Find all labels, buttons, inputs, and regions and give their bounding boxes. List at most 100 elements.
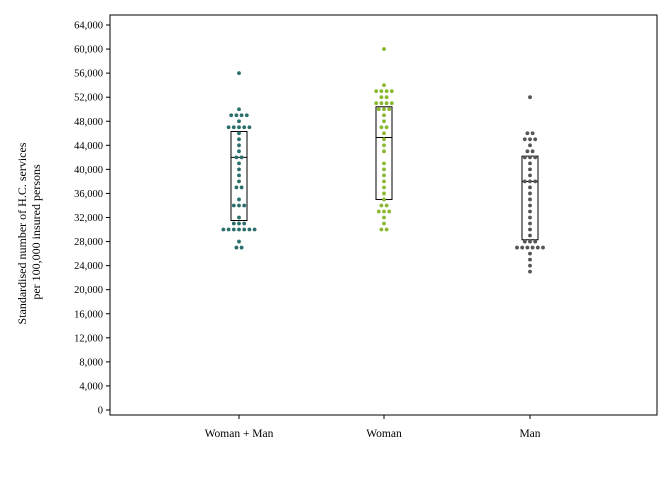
data-point: [379, 227, 384, 232]
data-point: [382, 185, 386, 190]
data-point: [234, 155, 239, 160]
data-point: [382, 137, 386, 142]
data-point: [239, 245, 244, 250]
data-point: [237, 107, 241, 112]
x-category-label: Woman: [366, 428, 402, 440]
y-tick-label: 44,000: [74, 141, 103, 152]
y-axis-title-line-2: per 100,000 insured persons: [29, 164, 43, 300]
data-point: [237, 179, 241, 184]
data-point: [237, 173, 241, 178]
data-point: [237, 71, 241, 76]
data-point: [528, 227, 532, 232]
data-point: [528, 215, 532, 220]
data-point: [541, 245, 545, 250]
data-point: [382, 119, 386, 124]
data-point: [384, 89, 389, 94]
data-point: [528, 179, 532, 184]
data-point: [226, 125, 231, 130]
data-point: [242, 125, 247, 130]
y-tick-label: 24,000: [74, 261, 103, 272]
data-point: [382, 143, 386, 148]
data-point: [379, 89, 384, 94]
data-point: [525, 245, 530, 250]
data-point: [528, 209, 532, 214]
data-point: [382, 173, 386, 178]
data-point: [376, 107, 381, 112]
data-point: [389, 89, 394, 94]
y-tick-label: 60,000: [74, 45, 103, 56]
x-category-label: Man: [519, 428, 540, 440]
data-point: [237, 221, 241, 226]
data-point: [530, 149, 535, 154]
data-point: [374, 101, 379, 106]
data-point: [234, 185, 239, 190]
data-point: [379, 203, 384, 208]
data-point: [528, 185, 532, 190]
data-point: [237, 215, 241, 220]
y-tick-label: 0: [98, 406, 103, 417]
y-tick-label: 48,000: [74, 117, 103, 128]
data-point: [221, 227, 226, 232]
data-point: [231, 221, 236, 226]
data-point: [522, 239, 527, 244]
data-point: [237, 167, 241, 172]
y-tick-label: 40,000: [74, 165, 103, 176]
data-point: [237, 227, 241, 232]
y-axis: 0 4,000 8,000 12,000 16,000 20,000 24,000 28,00…: [74, 21, 110, 417]
data-point: [382, 149, 386, 154]
data-point: [382, 179, 386, 184]
data-point: [522, 137, 527, 142]
data-point: [382, 107, 386, 112]
data-point: [237, 197, 241, 202]
data-point: [237, 131, 241, 136]
data-point: [237, 125, 241, 130]
data-point: [530, 245, 535, 250]
data-point: [231, 203, 236, 208]
data-point: [389, 101, 394, 106]
data-point: [231, 227, 236, 232]
data-point: [533, 137, 538, 142]
y-tick-label: 32,000: [74, 213, 103, 224]
data-point: [387, 107, 392, 112]
data-point: [528, 239, 532, 244]
data-point: [247, 227, 252, 232]
data-point: [242, 227, 247, 232]
data-point: [231, 125, 236, 130]
data-point: [237, 203, 241, 208]
data-point: [382, 215, 386, 220]
data-point: [239, 113, 244, 118]
y-tick-label: 4,000: [79, 381, 103, 392]
data-point: [384, 101, 389, 106]
data-point: [244, 113, 249, 118]
y-tick-label: 12,000: [74, 333, 103, 344]
data-point: [528, 173, 532, 178]
data-point: [237, 119, 241, 124]
data-point: [384, 227, 389, 232]
plot-frame: [109, 14, 658, 416]
data-point: [382, 221, 386, 226]
points-group: [221, 47, 545, 274]
x-axis: Woman + Man Woman Man: [205, 415, 541, 440]
data-point: [528, 167, 532, 172]
y-tick-label: 20,000: [74, 285, 103, 296]
data-point: [528, 143, 532, 148]
data-point: [234, 245, 239, 250]
data-point: [382, 113, 386, 118]
data-point: [376, 209, 381, 214]
data-point: [382, 167, 386, 172]
data-point: [528, 191, 532, 196]
data-point: [379, 101, 384, 106]
data-point: [229, 113, 234, 118]
data-point: [387, 209, 392, 214]
data-point: [242, 221, 247, 226]
data-point: [382, 191, 386, 196]
data-point: [374, 89, 379, 94]
data-point: [522, 155, 527, 160]
data-point: [528, 221, 532, 226]
data-point: [528, 251, 532, 256]
y-tick-label: 8,000: [79, 357, 103, 368]
data-point: [384, 125, 389, 130]
y-tick-label: 28,000: [74, 237, 103, 248]
data-point: [528, 155, 532, 160]
